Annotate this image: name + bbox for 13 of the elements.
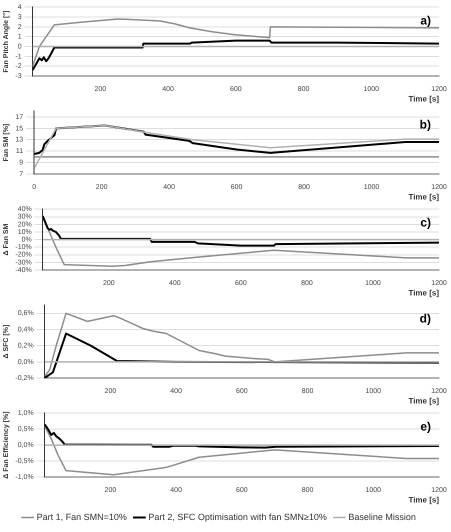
x-axis-title: Time [s] <box>408 396 440 406</box>
legend-label: Baseline Mission <box>348 512 416 522</box>
legend-label: Part 1, Fan SMN=10% <box>36 512 127 522</box>
annotation: c) <box>420 216 431 230</box>
x-axis-title: Time [s] <box>408 192 440 202</box>
annotation: a) <box>420 14 431 28</box>
annotation: b) <box>420 118 431 132</box>
legend-label: Part 2, SFC Optimisation with fan SMN≥10% <box>148 512 327 522</box>
x-axis-title: Time [s] <box>408 495 440 504</box>
annotation: e) <box>420 420 431 434</box>
annotation: d) <box>420 312 431 326</box>
x-axis-title: Time [s] <box>408 94 440 104</box>
x-axis-title: Time [s] <box>408 288 440 298</box>
